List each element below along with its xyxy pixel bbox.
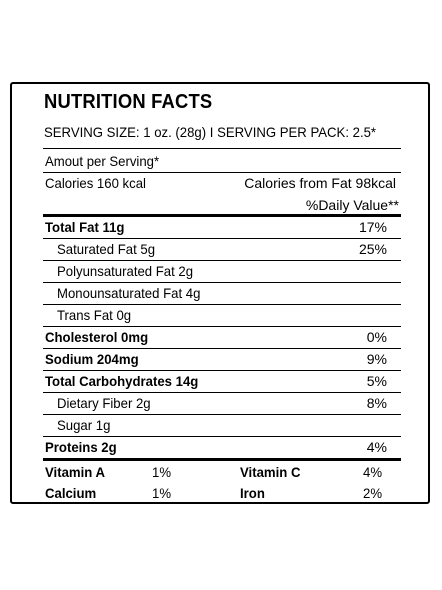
label-title: NUTRITION FACTS <box>44 91 213 113</box>
divider <box>43 392 401 393</box>
nutrient-value: 5% <box>366 373 387 389</box>
nutrient-row-saturated-fat: Saturated Fat 5g 25% <box>43 238 401 260</box>
nutrient-value: 0% <box>366 329 387 345</box>
nutrient-label: Saturated Fat 5g <box>57 241 156 257</box>
nutrient-label: Trans Fat 0g <box>57 307 132 323</box>
nutrient-label: Proteins 2g <box>45 439 117 455</box>
divider <box>43 414 401 415</box>
divider <box>43 148 401 149</box>
divider-thick <box>43 458 401 461</box>
divider <box>43 370 401 371</box>
nutrient-label: Polyunsaturated Fat 2g <box>57 263 194 279</box>
divider <box>43 260 401 261</box>
divider <box>43 436 401 437</box>
vitamin-c-value: 4% <box>363 464 383 480</box>
calcium-value: 1% <box>152 485 172 501</box>
iron-value: 2% <box>363 485 383 501</box>
nutrient-value: 9% <box>366 351 387 367</box>
divider <box>43 172 401 173</box>
nutrient-label: Sugar 1g <box>57 417 111 433</box>
vitamin-a-label: Vitamin A <box>45 464 105 480</box>
nutrient-value: 25% <box>358 241 387 257</box>
nutrient-value: 8% <box>366 395 387 411</box>
nutrient-label: Monounsaturated Fat 4g <box>57 285 201 301</box>
calcium-label: Calcium <box>45 485 97 501</box>
vitamin-a-value: 1% <box>152 464 172 480</box>
divider-thick <box>43 214 401 217</box>
nutrient-label: Dietary Fiber 2g <box>57 395 151 411</box>
nutrient-row-sodium: Sodium 204mg 9% <box>43 348 401 370</box>
divider <box>43 238 401 239</box>
daily-value-header: %Daily Value** <box>305 197 399 213</box>
nutrition-facts-panel: NUTRITION FACTS SERVING SIZE: 1 oz. (28g… <box>10 82 430 504</box>
nutrient-row-trans-fat: Trans Fat 0g <box>43 304 401 326</box>
amount-per-serving-label: Amout per Serving* <box>45 153 160 169</box>
nutrient-row-total-fat: Total Fat 11g 17% <box>43 216 401 238</box>
divider <box>43 348 401 349</box>
nutrient-row-cholesterol: Cholesterol 0mg 0% <box>43 326 401 348</box>
nutrient-row-monounsaturated-fat: Monounsaturated Fat 4g <box>43 282 401 304</box>
calories-row: Calories 160 kcal Calories from Fat 98kc… <box>43 172 401 194</box>
divider <box>43 326 401 327</box>
nutrient-label: Sodium 204mg <box>45 351 139 367</box>
calories-label: Calories 160 kcal <box>45 175 146 191</box>
divider <box>43 282 401 283</box>
nutrient-row-dietary-fiber: Dietary Fiber 2g 8% <box>43 392 401 414</box>
nutrient-label: Total Carbohydrates 14g <box>45 373 199 389</box>
iron-label: Iron <box>240 485 265 501</box>
nutrient-row-polyunsaturated-fat: Polyunsaturated Fat 2g <box>43 260 401 282</box>
nutrient-value: 4% <box>366 439 387 455</box>
nutrient-label: Cholesterol 0mg <box>45 329 149 345</box>
nutrient-row-sugar: Sugar 1g <box>43 414 401 436</box>
amount-per-serving-row: Amout per Serving* <box>43 150 401 172</box>
vitamin-c-label: Vitamin C <box>240 464 301 480</box>
serving-info: SERVING SIZE: 1 oz. (28g) I SERVING PER … <box>44 124 377 140</box>
nutrient-label: Total Fat 11g <box>45 219 125 235</box>
calories-from-fat: Calories from Fat 98kcal <box>244 175 396 191</box>
daily-value-header-row: %Daily Value** <box>43 194 401 216</box>
nutrient-row-proteins: Proteins 2g 4% <box>43 436 401 458</box>
nutrient-value: 17% <box>358 219 387 235</box>
nutrient-row-total-carbohydrates: Total Carbohydrates 14g 5% <box>43 370 401 392</box>
divider <box>43 304 401 305</box>
